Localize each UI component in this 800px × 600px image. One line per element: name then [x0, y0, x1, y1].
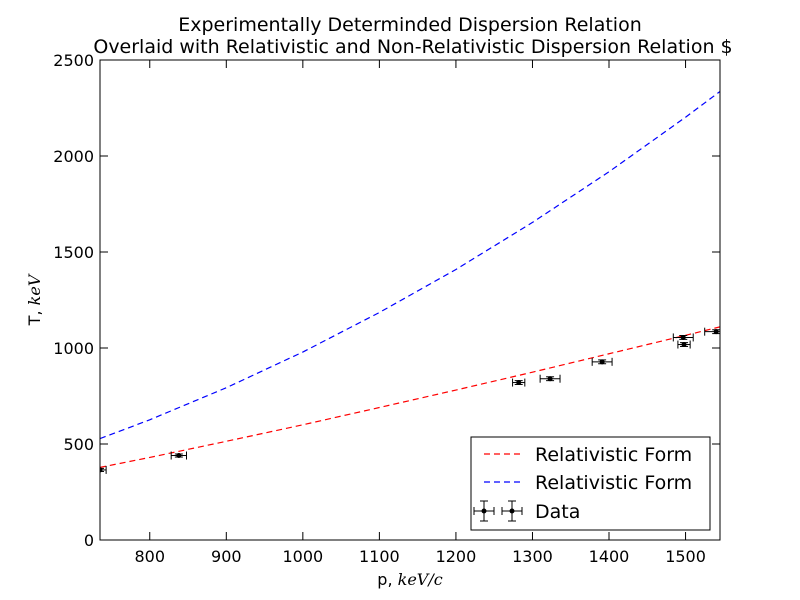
y-axis-label-math: keV — [25, 273, 44, 305]
data-point-5 — [672, 333, 694, 342]
legend-label-data: Data — [535, 501, 580, 523]
x-tick-label-1: 900 — [211, 547, 242, 566]
legend: Relativistic Form Relativistic Form Da — [470, 436, 711, 531]
data-point-4 — [591, 357, 613, 366]
x-tick-label-4: 1200 — [436, 547, 477, 566]
y-tick-label-5: 2500 — [53, 51, 94, 70]
series-line-0 — [100, 326, 720, 469]
y-tick-label-4: 2000 — [53, 147, 94, 166]
y-tick-label-2: 1000 — [53, 339, 94, 358]
legend-label-relativistic-blue: Relativistic Form — [535, 472, 692, 494]
data-point-2 — [512, 378, 526, 387]
y-tick-label-1: 500 — [63, 435, 94, 454]
plot-series-layer — [100, 91, 720, 474]
data-point-7 — [704, 327, 720, 336]
legend-label-relativistic-red: Relativistic Form — [535, 444, 692, 466]
plot-frame — [99, 59, 721, 541]
x-tick-label-0: 800 — [134, 547, 165, 566]
x-tick-label-3: 1100 — [359, 547, 400, 566]
x-axis-label-text: p, — [377, 570, 397, 589]
y-axis-label-text: T, — [25, 305, 44, 326]
y-tick-label-0: 0 — [84, 531, 94, 550]
x-tick-label-2: 1000 — [282, 547, 323, 566]
chart-title-line-2: Overlaid with Relativistic and Non-Relat… — [93, 36, 732, 58]
series-line-1 — [100, 91, 720, 440]
y-axis-label: T, keV — [25, 273, 44, 326]
y-tick-label-3: 1500 — [53, 243, 94, 262]
x-axis-label: p, keV/c — [377, 570, 442, 589]
legend-errorbar-swatch — [473, 500, 523, 522]
data-point-0 — [100, 465, 107, 474]
data-point-6 — [677, 340, 691, 349]
legend-box — [470, 436, 711, 531]
x-tick-label-6: 1400 — [589, 547, 630, 566]
y-axis-ticks: 0 500 1000 1500 2000 2500 — [53, 51, 720, 550]
data-point-3 — [539, 374, 561, 383]
x-tick-label-7: 1500 — [665, 547, 706, 566]
x-tick-label-5: 1300 — [512, 547, 553, 566]
data-point-1 — [170, 451, 187, 460]
x-axis-label-math: keV/c — [398, 570, 443, 589]
chart-title-line-1: Experimentally Determinded Dispersion Re… — [178, 14, 642, 36]
x-axis-ticks: 800 900 1000 1100 1200 1300 1400 1500 — [134, 60, 706, 566]
